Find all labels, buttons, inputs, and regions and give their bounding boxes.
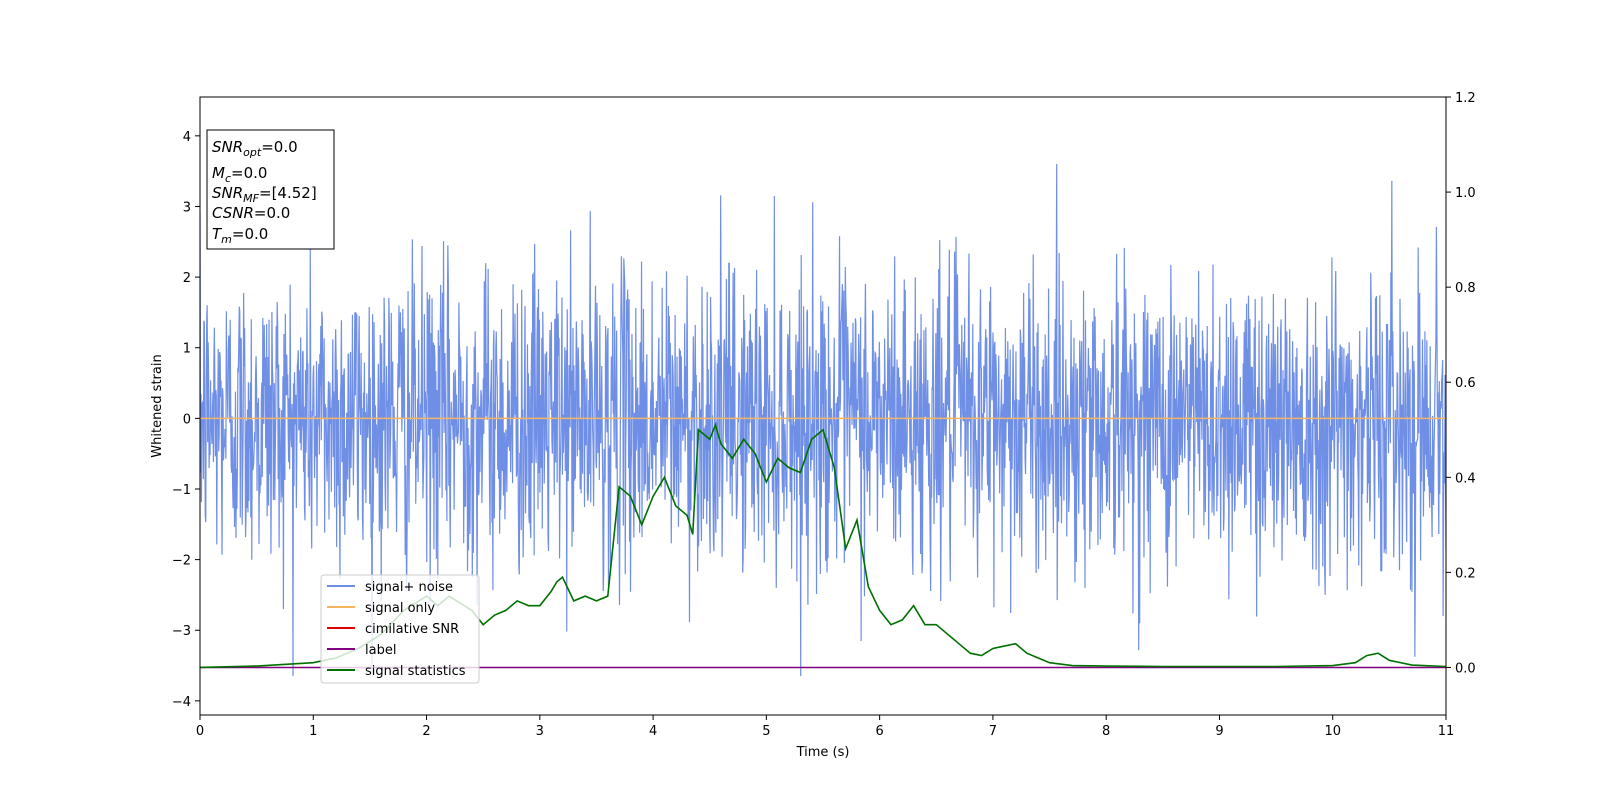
y-axis-right-ticks: 0.0 0.2 0.4 0.6 0.8 1.0 1.2	[1446, 91, 1476, 676]
legend-label: signal+ noise	[365, 580, 453, 595]
y-left-tick-label: 4	[183, 130, 191, 145]
x-tick-label: 4	[649, 724, 657, 739]
info-box-line: SNRopt=0.0	[212, 138, 298, 159]
x-tick-label: 5	[762, 724, 770, 739]
x-tick-label: 11	[1438, 724, 1455, 739]
y-axis-left-ticks: −4 −3 −2 −1 0 1 2 3 4	[172, 130, 200, 710]
signal-noise-series	[200, 163, 1446, 677]
info-box-line: CSNR=0.0	[212, 204, 290, 222]
info-box-line: Tm=0.0	[212, 225, 268, 246]
legend-label: signal only	[365, 601, 435, 616]
y-left-tick-label: 3	[183, 200, 191, 215]
y-left-tick-label: 1	[183, 342, 191, 357]
x-tick-label: 1	[309, 724, 317, 739]
y-right-tick-label: 1.0	[1455, 186, 1476, 201]
info-box-line: SNRMF=[4.52]	[212, 184, 317, 205]
y-right-tick-label: 0.4	[1455, 471, 1476, 486]
x-axis-label: Time (s)	[796, 745, 850, 760]
x-tick-label: 10	[1324, 724, 1341, 739]
x-tick-label: 9	[1215, 724, 1223, 739]
x-tick-label: 3	[536, 724, 544, 739]
y-right-tick-label: 1.2	[1455, 91, 1476, 106]
x-tick-label: 7	[989, 724, 997, 739]
plot-frame	[199, 96, 1447, 716]
x-tick-label: 0	[196, 724, 204, 739]
y-left-tick-label: 0	[183, 412, 191, 427]
y-left-tick-label: −2	[172, 554, 191, 569]
signal-noise-line	[200, 163, 1446, 677]
y-left-tick-label: −4	[172, 695, 191, 710]
x-tick-label: 2	[422, 724, 430, 739]
y-right-tick-label: 0.8	[1455, 281, 1476, 296]
legend-label: signal statistics	[365, 664, 466, 679]
info-box-frame	[206, 129, 335, 250]
legend-frame	[320, 574, 480, 684]
info-box-line: Mc=0.0	[212, 164, 267, 185]
y-right-tick-label: 0.6	[1455, 376, 1476, 391]
y-left-tick-label: 2	[183, 271, 191, 286]
legend-label: label	[365, 643, 396, 658]
legend: signal+ noise signal only cimilative SNR la…	[320, 574, 480, 684]
x-tick-label: 8	[1102, 724, 1110, 739]
y-left-tick-label: −1	[172, 483, 191, 498]
x-tick-label: 6	[875, 724, 883, 739]
legend-label: cimilative SNR	[365, 622, 459, 637]
y-axis-label: Whitened strain	[150, 354, 165, 457]
y-left-tick-label: −3	[172, 624, 191, 639]
y-right-tick-label: 0.2	[1455, 566, 1476, 581]
y-right-tick-label: 0.0	[1455, 661, 1476, 676]
x-axis-ticks: 0 1 2 3 4 5 6 7 8 9 10 11	[196, 715, 1454, 739]
signal-statistics-line	[200, 422, 1446, 669]
